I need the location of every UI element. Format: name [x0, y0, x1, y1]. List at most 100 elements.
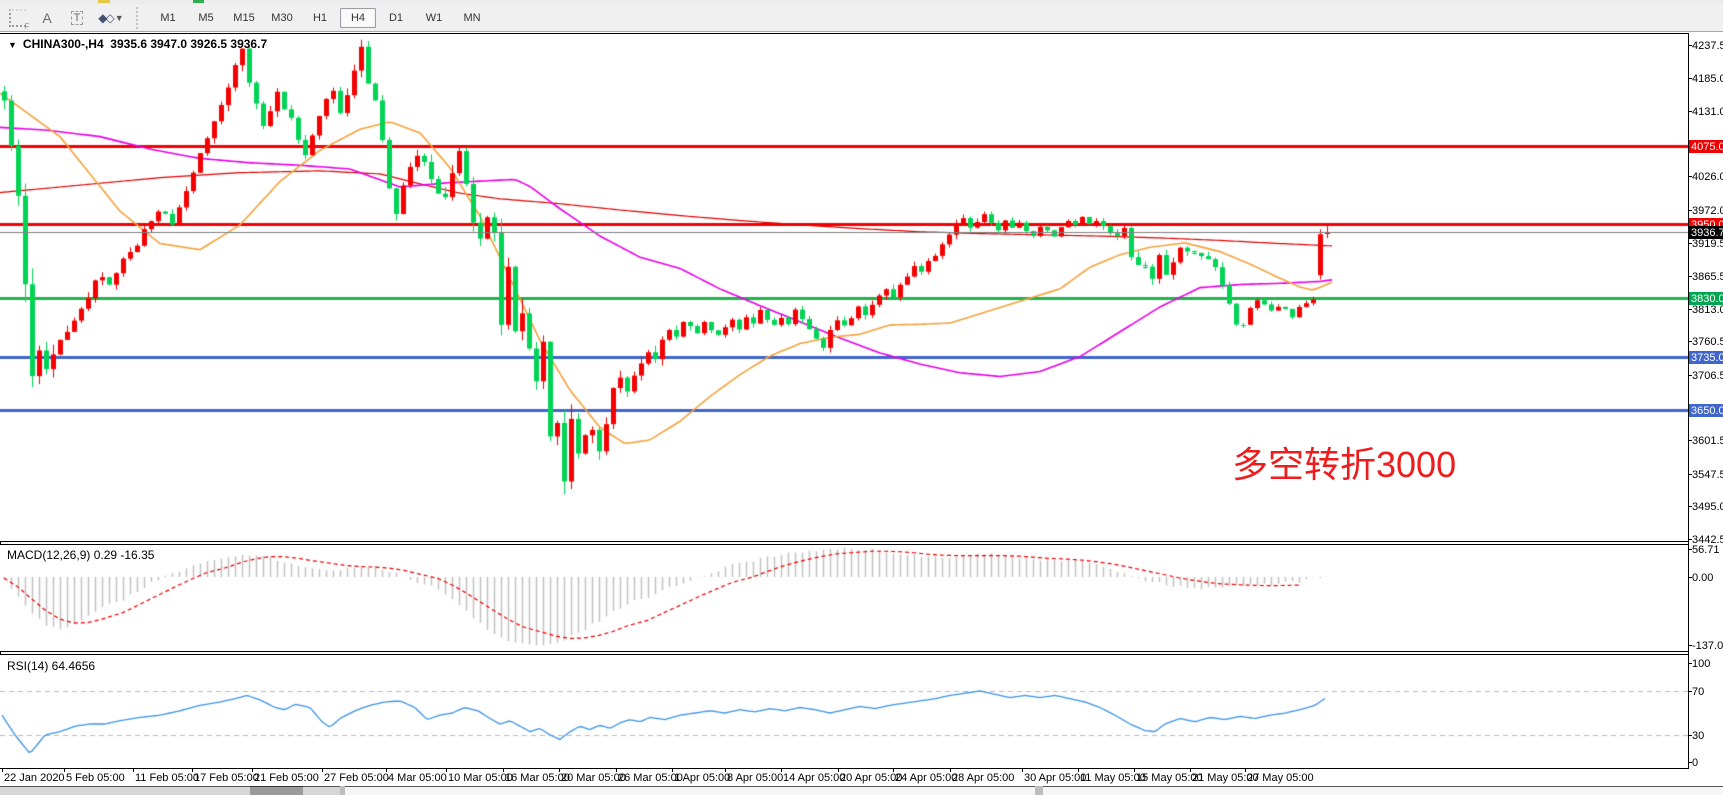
timeframe-button-h4[interactable]: H4 [340, 7, 376, 28]
date-label: 26 Mar 05:00 [618, 772, 683, 784]
date-label: 10 Mar 05:00 [448, 772, 513, 784]
date-label: 27 Feb 05:00 [324, 772, 389, 784]
arrows-icon[interactable]: ◆◇ ▼ [98, 10, 124, 25]
date-label: 20 Mar 05:00 [561, 772, 626, 784]
chart-tab[interactable] [250, 786, 303, 795]
date-tick [725, 768, 726, 772]
rsi-tick-0: 0 [1688, 756, 1723, 769]
price-tick-3813.0: 3813.0 [1688, 303, 1723, 316]
rsi-canvas[interactable] [0, 655, 1688, 768]
label-icon[interactable]: T [64, 7, 90, 28]
date-label: 21 May 05:00 [1192, 772, 1259, 784]
date-label: 1 Apr 05:00 [674, 772, 731, 784]
price-tick-3972.0: 3972.0 [1688, 204, 1723, 217]
date-tick [133, 768, 134, 772]
date-label: 15 May 05:00 [1136, 772, 1203, 784]
date-label: 27 May 05:00 [1247, 772, 1314, 784]
toolbar-green-sliver [193, 0, 204, 3]
price-tick-3650.0: 3650.0 [1689, 404, 1723, 417]
chart-symbol: CHINA300-,H4 [22, 37, 104, 51]
date-tick [1190, 768, 1191, 772]
date-tick [893, 768, 894, 772]
price-tick-3495.0: 3495.0 [1688, 500, 1723, 513]
date-label: 24 Apr 05:00 [895, 772, 958, 784]
chart-dropdown-icon[interactable]: ▼ [8, 40, 17, 50]
price-tick-3706.5: 3706.5 [1688, 369, 1723, 382]
price-tick-3919.5: 3919.5 [1688, 237, 1723, 250]
price-tick-4185.0: 4185.0 [1688, 72, 1723, 85]
macd-tick--137.01: -137.01 [1688, 639, 1723, 652]
timeframe-button-m1[interactable]: M1 [160, 11, 176, 24]
date-label: 4 Mar 05:00 [388, 772, 447, 784]
rsi-label: RSI(14) 64.4656 [7, 659, 96, 673]
fibonacci-icon[interactable] [4, 7, 30, 31]
date-axis[interactable]: 22 Jan 2020 5 Feb 05:00 11 Feb 05:00 17 Feb… [0, 768, 1689, 786]
main-chart-canvas[interactable] [0, 34, 1688, 541]
price-tick-3830.0: 3830.0 [1689, 292, 1723, 305]
timeframe-button-w1[interactable]: W1 [425, 11, 443, 24]
date-tick [950, 768, 951, 772]
chevron-down-icon[interactable]: ▼ [114, 12, 124, 23]
timeframe-button-h1[interactable]: H1 [312, 11, 328, 24]
date-tick [1022, 768, 1023, 772]
timeframe-button-m5[interactable]: M5 [198, 11, 214, 24]
price-tick-3936.7: 3936.7 [1689, 226, 1723, 239]
price-tick-3547.5: 3547.5 [1688, 468, 1723, 481]
date-label: 22 Jan 2020 [4, 772, 65, 784]
price-tick-3601.5: 3601.5 [1688, 434, 1723, 447]
date-tick [322, 768, 323, 772]
date-tick [559, 768, 560, 772]
timeframe-button-m15[interactable]: M15 [233, 11, 255, 24]
timeframe-button-mn[interactable]: MN [463, 11, 481, 24]
chart-ohlc-values: 3935.6 3947.0 3926.5 3936.7 [110, 37, 268, 51]
price-tick-4237.5: 4237.5 [1688, 39, 1723, 52]
status-bar [0, 786, 1723, 795]
toolbar-yellow-sliver [98, 0, 110, 3]
rsi-tick-100: 100 [1688, 657, 1723, 670]
date-label: 20 Apr 05:00 [840, 772, 903, 784]
date-label: 28 Apr 05:00 [952, 772, 1015, 784]
date-label: 5 Feb 05:00 [66, 772, 125, 784]
timeframe-button-d1[interactable]: D1 [388, 11, 404, 24]
date-label: 14 Apr 05:00 [783, 772, 846, 784]
macd-panel-bottom-border [0, 651, 1689, 652]
macd-tick-0.00: 0.00 [1688, 571, 1723, 584]
date-tick [1245, 768, 1246, 772]
text-icon[interactable]: A [42, 9, 52, 26]
date-tick [1078, 768, 1079, 772]
date-tick [386, 768, 387, 772]
price-tick-4131.0: 4131.0 [1688, 105, 1723, 118]
date-tick [1134, 768, 1135, 772]
timeframe-button-m30[interactable]: M30 [271, 11, 293, 24]
toolbar-top-edge [0, 0, 1723, 4]
rsi-panel-top-border[interactable] [0, 654, 1689, 655]
timeframe-group: M1 M5 M15 M30 H1 H4 D1 W1 MN [149, 7, 491, 28]
date-label: 17 Feb 05:00 [194, 772, 259, 784]
macd-label: MACD(12,26,9) 0.29 -16.35 [7, 548, 155, 562]
chart-annotation-text[interactable]: 多空转折3000 [1232, 444, 1457, 485]
rsi-panel-bottom-border [0, 768, 1689, 769]
date-tick [616, 768, 617, 772]
status-segment [1043, 786, 1723, 795]
main-panel-bottom-border [0, 541, 1689, 542]
date-tick [252, 768, 253, 772]
price-tick-4026.0: 4026.0 [1688, 170, 1723, 183]
price-tick-3865.5: 3865.5 [1688, 270, 1723, 283]
date-tick [781, 768, 782, 772]
date-label: 30 Apr 05:00 [1024, 772, 1087, 784]
chart-title[interactable]: ▼ CHINA300-,H4 3935.6 3947.0 3926.5 3936.… [8, 37, 267, 51]
date-tick [672, 768, 673, 772]
rsi-tick-70: 70 [1688, 685, 1723, 698]
date-label: 16 Mar 05:00 [505, 772, 570, 784]
date-tick [446, 768, 447, 772]
main-panel-top-border [0, 33, 1689, 34]
date-label: 8 Apr 05:00 [727, 772, 784, 784]
date-tick [503, 768, 504, 772]
price-tick-3442.5: 3442.5 [1688, 533, 1723, 546]
macd-canvas[interactable] [0, 545, 1688, 651]
macd-panel-top-border[interactable] [0, 544, 1689, 545]
date-label: 21 Feb 05:00 [254, 772, 319, 784]
date-tick [838, 768, 839, 772]
toolbar: A T ◆◇▼ M1 M5 M15 M30 H1 H4 D1 W1 MN [0, 4, 1723, 32]
date-tick [2, 768, 3, 772]
